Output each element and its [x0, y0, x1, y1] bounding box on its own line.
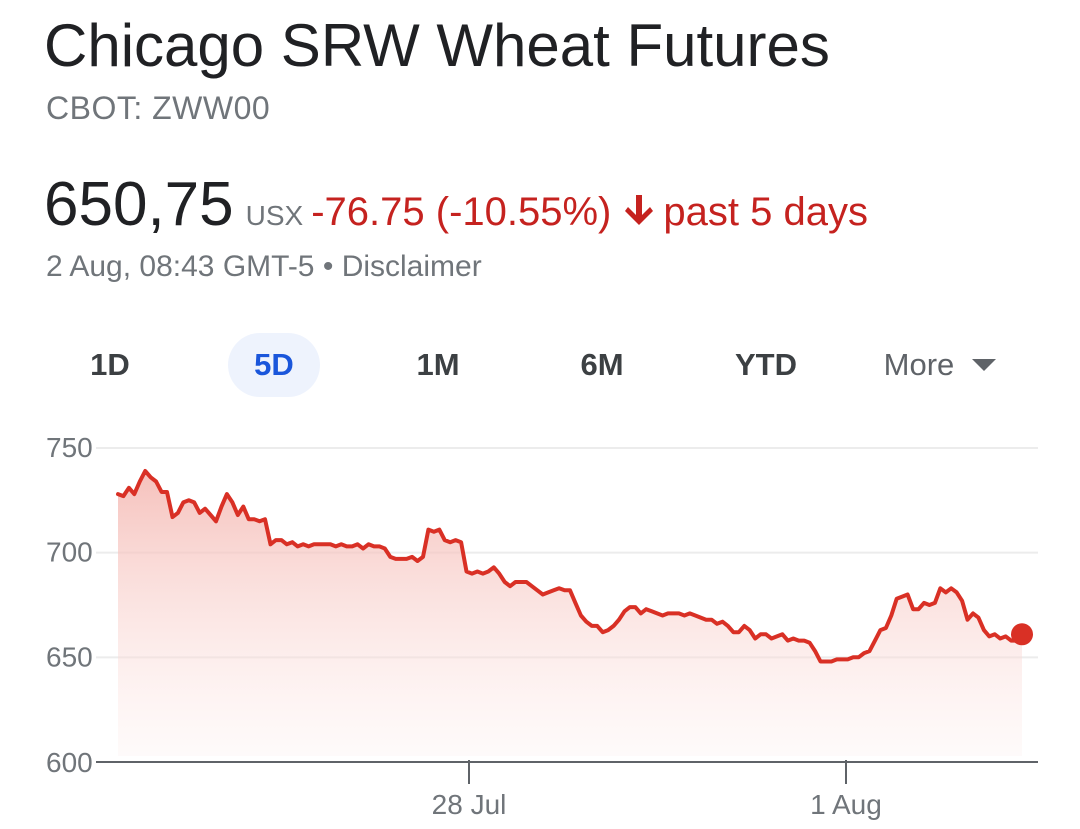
quote-row: 650,75 USX -76.75 (-10.55%) past 5 days	[44, 170, 868, 240]
ticker-symbol: CBOT: ZWW00	[46, 90, 271, 126]
tab-6m[interactable]: 6M	[580, 347, 624, 382]
tab-5d[interactable]: 5D	[228, 333, 320, 397]
currency-unit: USX	[245, 200, 304, 231]
quote-timestamp: 2 Aug, 08:43 GMT-5	[46, 250, 315, 283]
tab-ytd[interactable]: YTD	[735, 347, 797, 382]
price-chart[interactable]: 600 650 700 750 28 Jul 1 Aug	[0, 420, 1080, 820]
tab-more-label: More	[883, 347, 955, 382]
x-tick-label: 1 Aug	[810, 789, 882, 820]
arrow-down-icon	[625, 195, 654, 229]
tab-more[interactable]: More	[870, 333, 1010, 397]
change-period: past 5 days	[663, 190, 868, 234]
x-tick-label: 28 Jul	[432, 789, 507, 820]
price-change: -76.75 (-10.55%)	[311, 190, 612, 234]
disclaimer-link[interactable]: Disclaimer	[341, 250, 482, 283]
chevron-down-icon	[972, 359, 997, 371]
tab-1m[interactable]: 1M	[416, 347, 460, 382]
y-tick-label: 700	[46, 537, 93, 568]
quote-meta: 2 Aug, 08:43 GMT-5 • Disclaimer	[46, 248, 482, 286]
current-price-dot[interactable]	[1011, 623, 1033, 646]
meta-separator: •	[314, 250, 342, 283]
y-tick-label: 600	[46, 747, 93, 778]
price-area	[118, 471, 1022, 756]
y-tick-label: 650	[46, 641, 93, 672]
page-title: Chicago SRW Wheat Futures	[44, 12, 830, 79]
price-line	[116, 469, 1024, 664]
tab-1d[interactable]: 1D	[90, 347, 130, 382]
y-tick-label: 750	[46, 432, 93, 463]
current-price: 650,75	[44, 170, 234, 239]
range-tabs: 1D 5D 1M 6M YTD More	[0, 333, 1080, 397]
